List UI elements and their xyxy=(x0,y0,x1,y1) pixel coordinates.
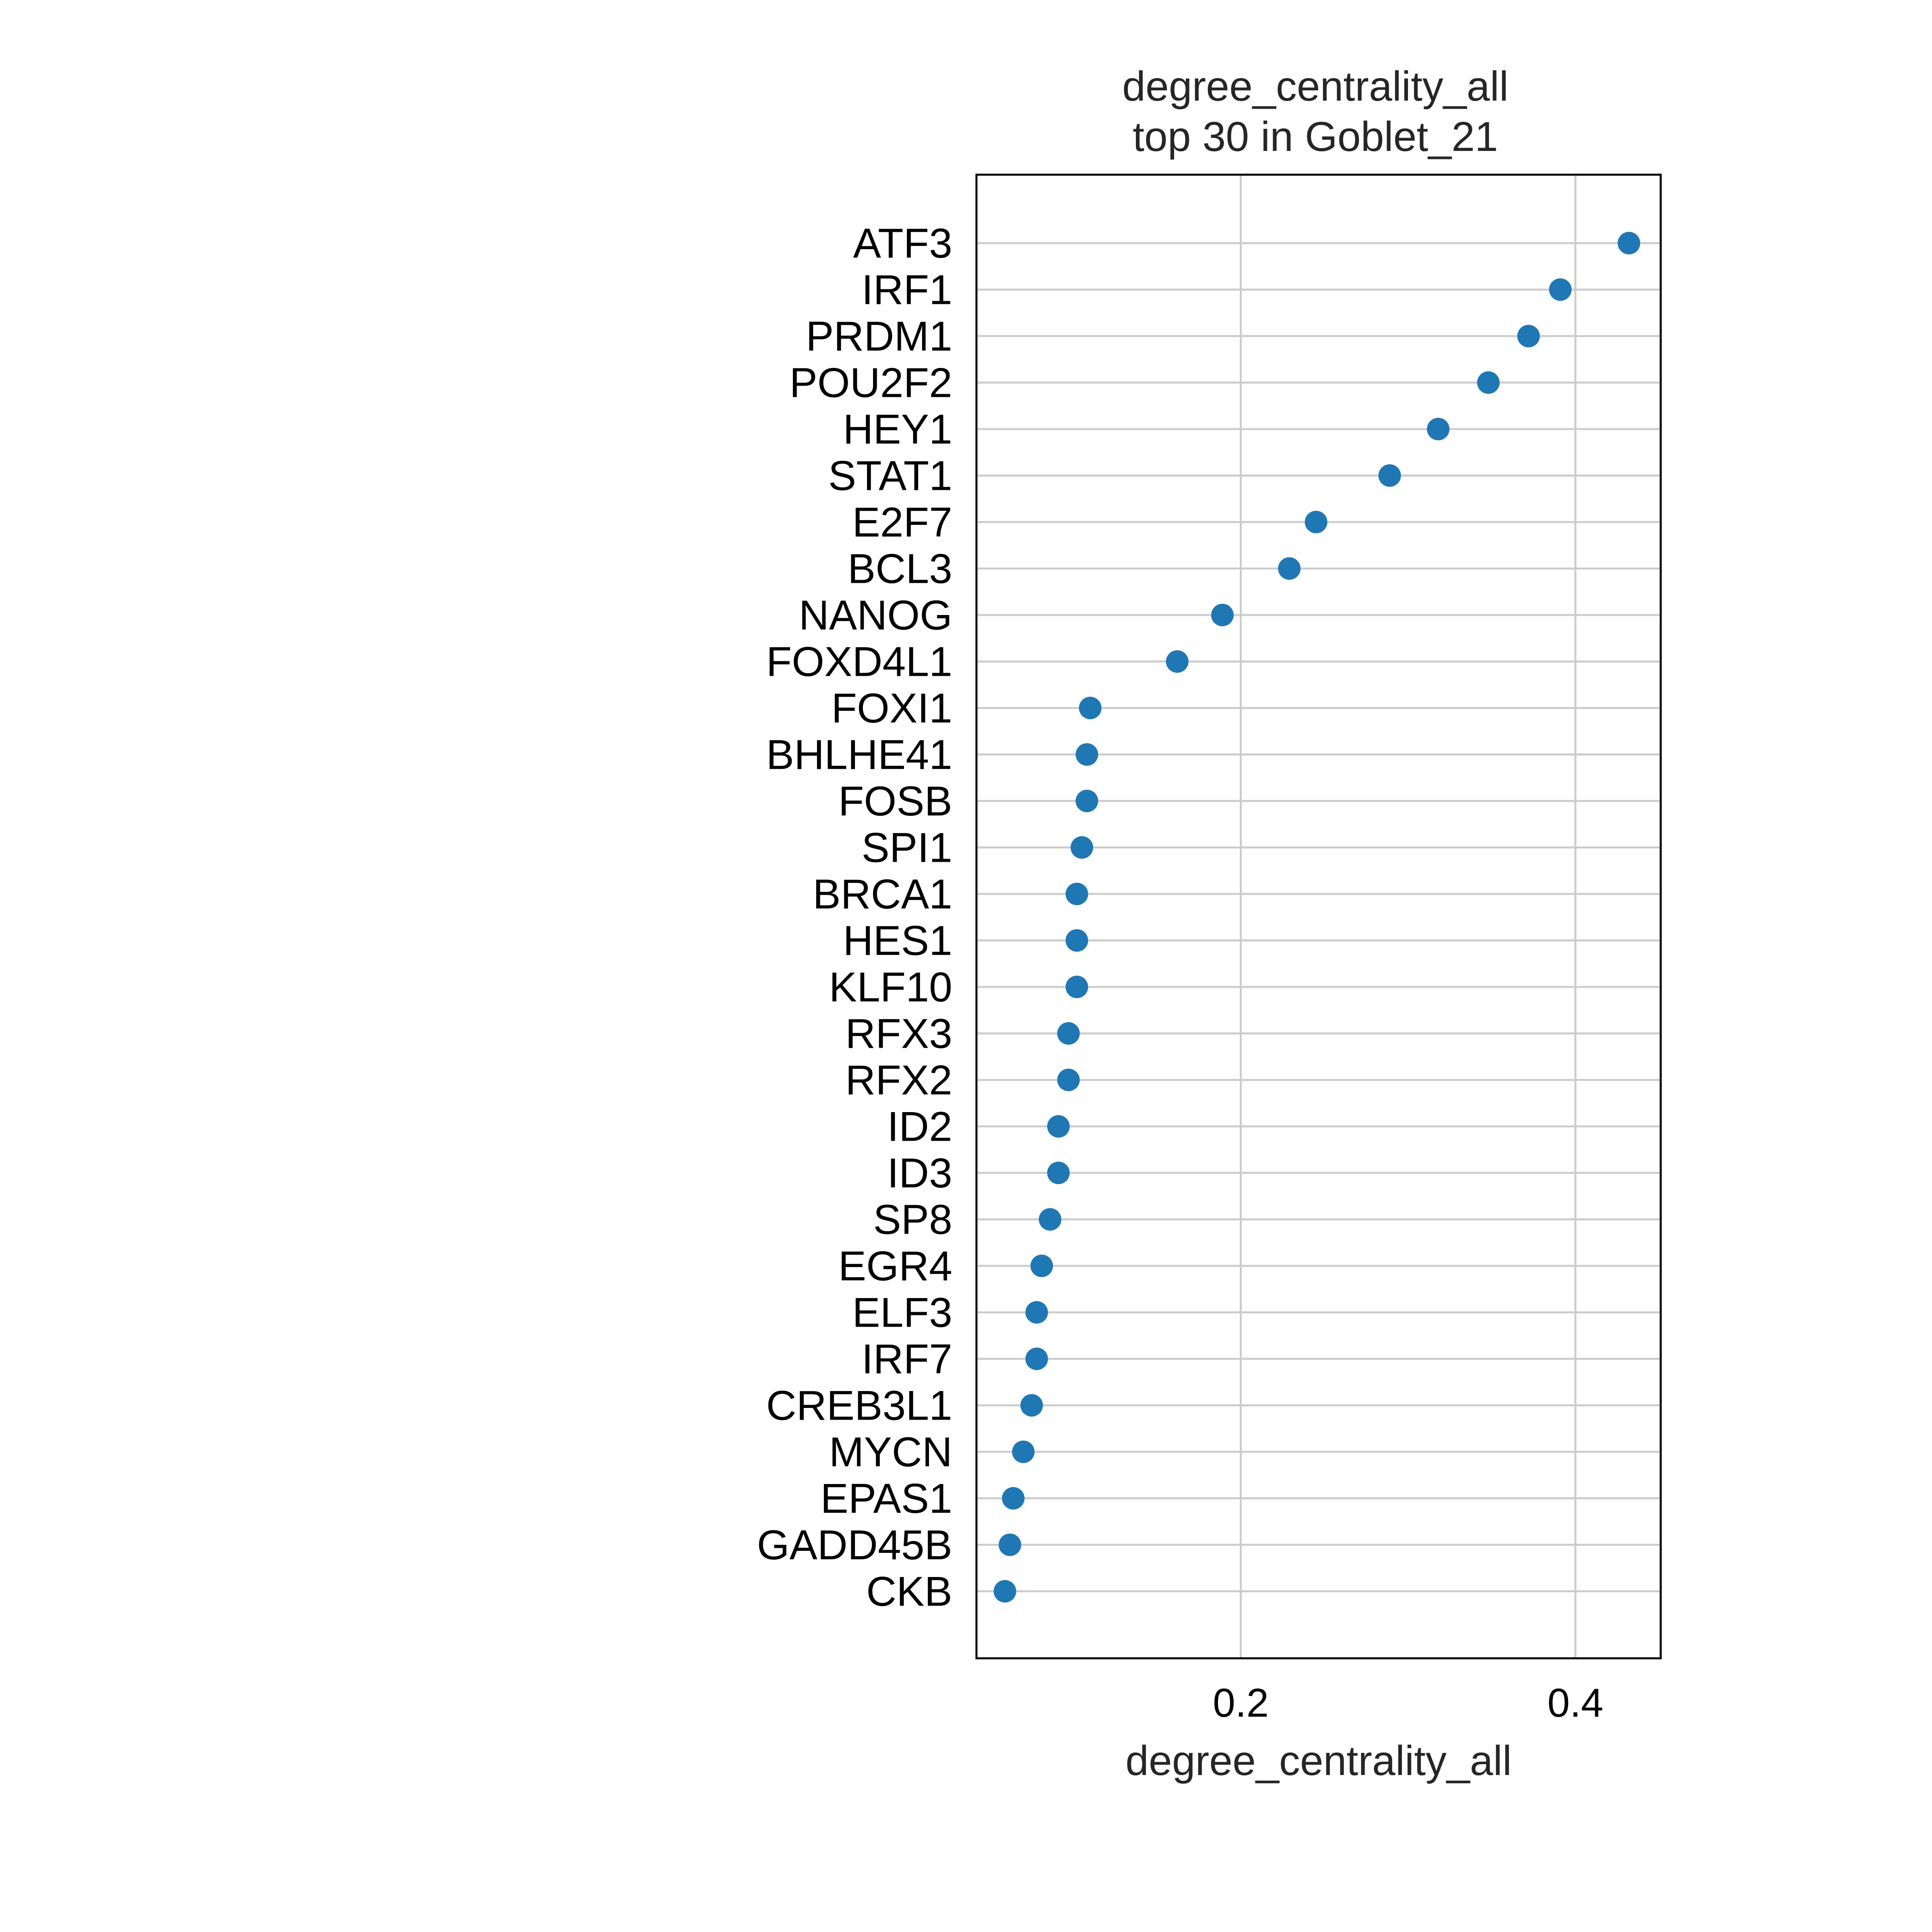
plot-frame xyxy=(975,173,1662,1660)
data-point xyxy=(1166,650,1189,673)
y-tick-label: STAT1 xyxy=(828,453,952,500)
data-point xyxy=(1549,278,1572,301)
data-point xyxy=(1012,1441,1035,1463)
data-point xyxy=(1025,1301,1048,1324)
data-point xyxy=(1047,1115,1070,1138)
y-tick-label: BHLHE41 xyxy=(766,732,952,778)
y-tick-label: PRDM1 xyxy=(806,313,952,360)
data-point xyxy=(1065,976,1088,998)
data-point xyxy=(1025,1348,1048,1370)
y-tick-label: IRF1 xyxy=(862,267,952,314)
chart-title-line1: degree_centrality_all xyxy=(1122,63,1509,110)
x-tick-label: 0.2 xyxy=(1213,1680,1269,1726)
y-tick-label: ATF3 xyxy=(853,220,952,267)
grid-lines xyxy=(976,175,1661,1658)
x-tick-label: 0.4 xyxy=(1548,1680,1604,1726)
y-tick-label: KLF10 xyxy=(829,964,952,1011)
data-point xyxy=(1002,1487,1025,1510)
y-tick-label: SP8 xyxy=(873,1197,952,1243)
data-point xyxy=(1378,464,1401,487)
y-tick-label: ID2 xyxy=(887,1104,952,1150)
y-tick-label: RFX3 xyxy=(845,1011,952,1057)
y-tick-label: POU2F2 xyxy=(789,360,952,407)
data-point xyxy=(1079,697,1102,719)
data-point xyxy=(1278,557,1301,580)
y-tick-label: BCL3 xyxy=(848,546,952,592)
chart-title-line2: top 30 in Goblet_21 xyxy=(1133,114,1498,160)
data-point xyxy=(1030,1255,1053,1277)
data-point xyxy=(1057,1022,1080,1045)
data-point xyxy=(1427,418,1450,440)
data-point xyxy=(1065,883,1088,905)
data-point xyxy=(993,1580,1016,1603)
y-tick-label: NANOG xyxy=(799,592,952,639)
data-point xyxy=(1618,232,1641,254)
data-point xyxy=(999,1534,1022,1556)
data-point xyxy=(1020,1394,1043,1417)
y-tick-label: HEY1 xyxy=(843,406,952,453)
y-tick-label: BRCA1 xyxy=(813,871,952,918)
y-tick-label: EGR4 xyxy=(838,1243,952,1290)
y-tick-label: RFX2 xyxy=(845,1057,952,1104)
y-tick-label: ID3 xyxy=(887,1150,952,1197)
data-point xyxy=(1070,836,1093,859)
y-tick-labels: ATF3IRF1PRDM1POU2F2HEY1STAT1E2F7BCL3NANO… xyxy=(757,220,952,1615)
y-tick-label: FOSB xyxy=(838,778,952,825)
data-point xyxy=(1517,325,1540,347)
y-tick-label: EPAS1 xyxy=(820,1476,952,1522)
data-points xyxy=(993,232,1641,1603)
data-point xyxy=(1305,511,1327,533)
x-axis-label: degree_centrality_all xyxy=(1125,1738,1512,1784)
y-tick-label: HES1 xyxy=(843,918,952,964)
data-point xyxy=(1038,1208,1061,1231)
y-tick-label: IRF7 xyxy=(862,1336,952,1383)
y-tick-label: GADD45B xyxy=(757,1522,952,1569)
y-tick-label: FOXI1 xyxy=(831,685,952,732)
y-tick-label: E2F7 xyxy=(852,499,952,546)
y-tick-label: MYCN xyxy=(829,1429,952,1476)
y-tick-label: ELF3 xyxy=(852,1290,952,1336)
x-tick-labels: 0.2 0.4 xyxy=(1213,1680,1603,1726)
data-point xyxy=(1211,604,1234,626)
y-tick-label: SPI1 xyxy=(862,825,952,871)
data-point xyxy=(1057,1069,1080,1091)
data-point xyxy=(1065,929,1088,952)
y-tick-label: CREB3L1 xyxy=(766,1383,952,1429)
data-point xyxy=(1477,371,1500,394)
y-tick-label: CKB xyxy=(866,1569,952,1615)
data-point xyxy=(1047,1162,1070,1184)
data-point xyxy=(1075,790,1098,812)
data-point xyxy=(1075,743,1098,766)
y-tick-label: FOXD4L1 xyxy=(766,639,952,685)
